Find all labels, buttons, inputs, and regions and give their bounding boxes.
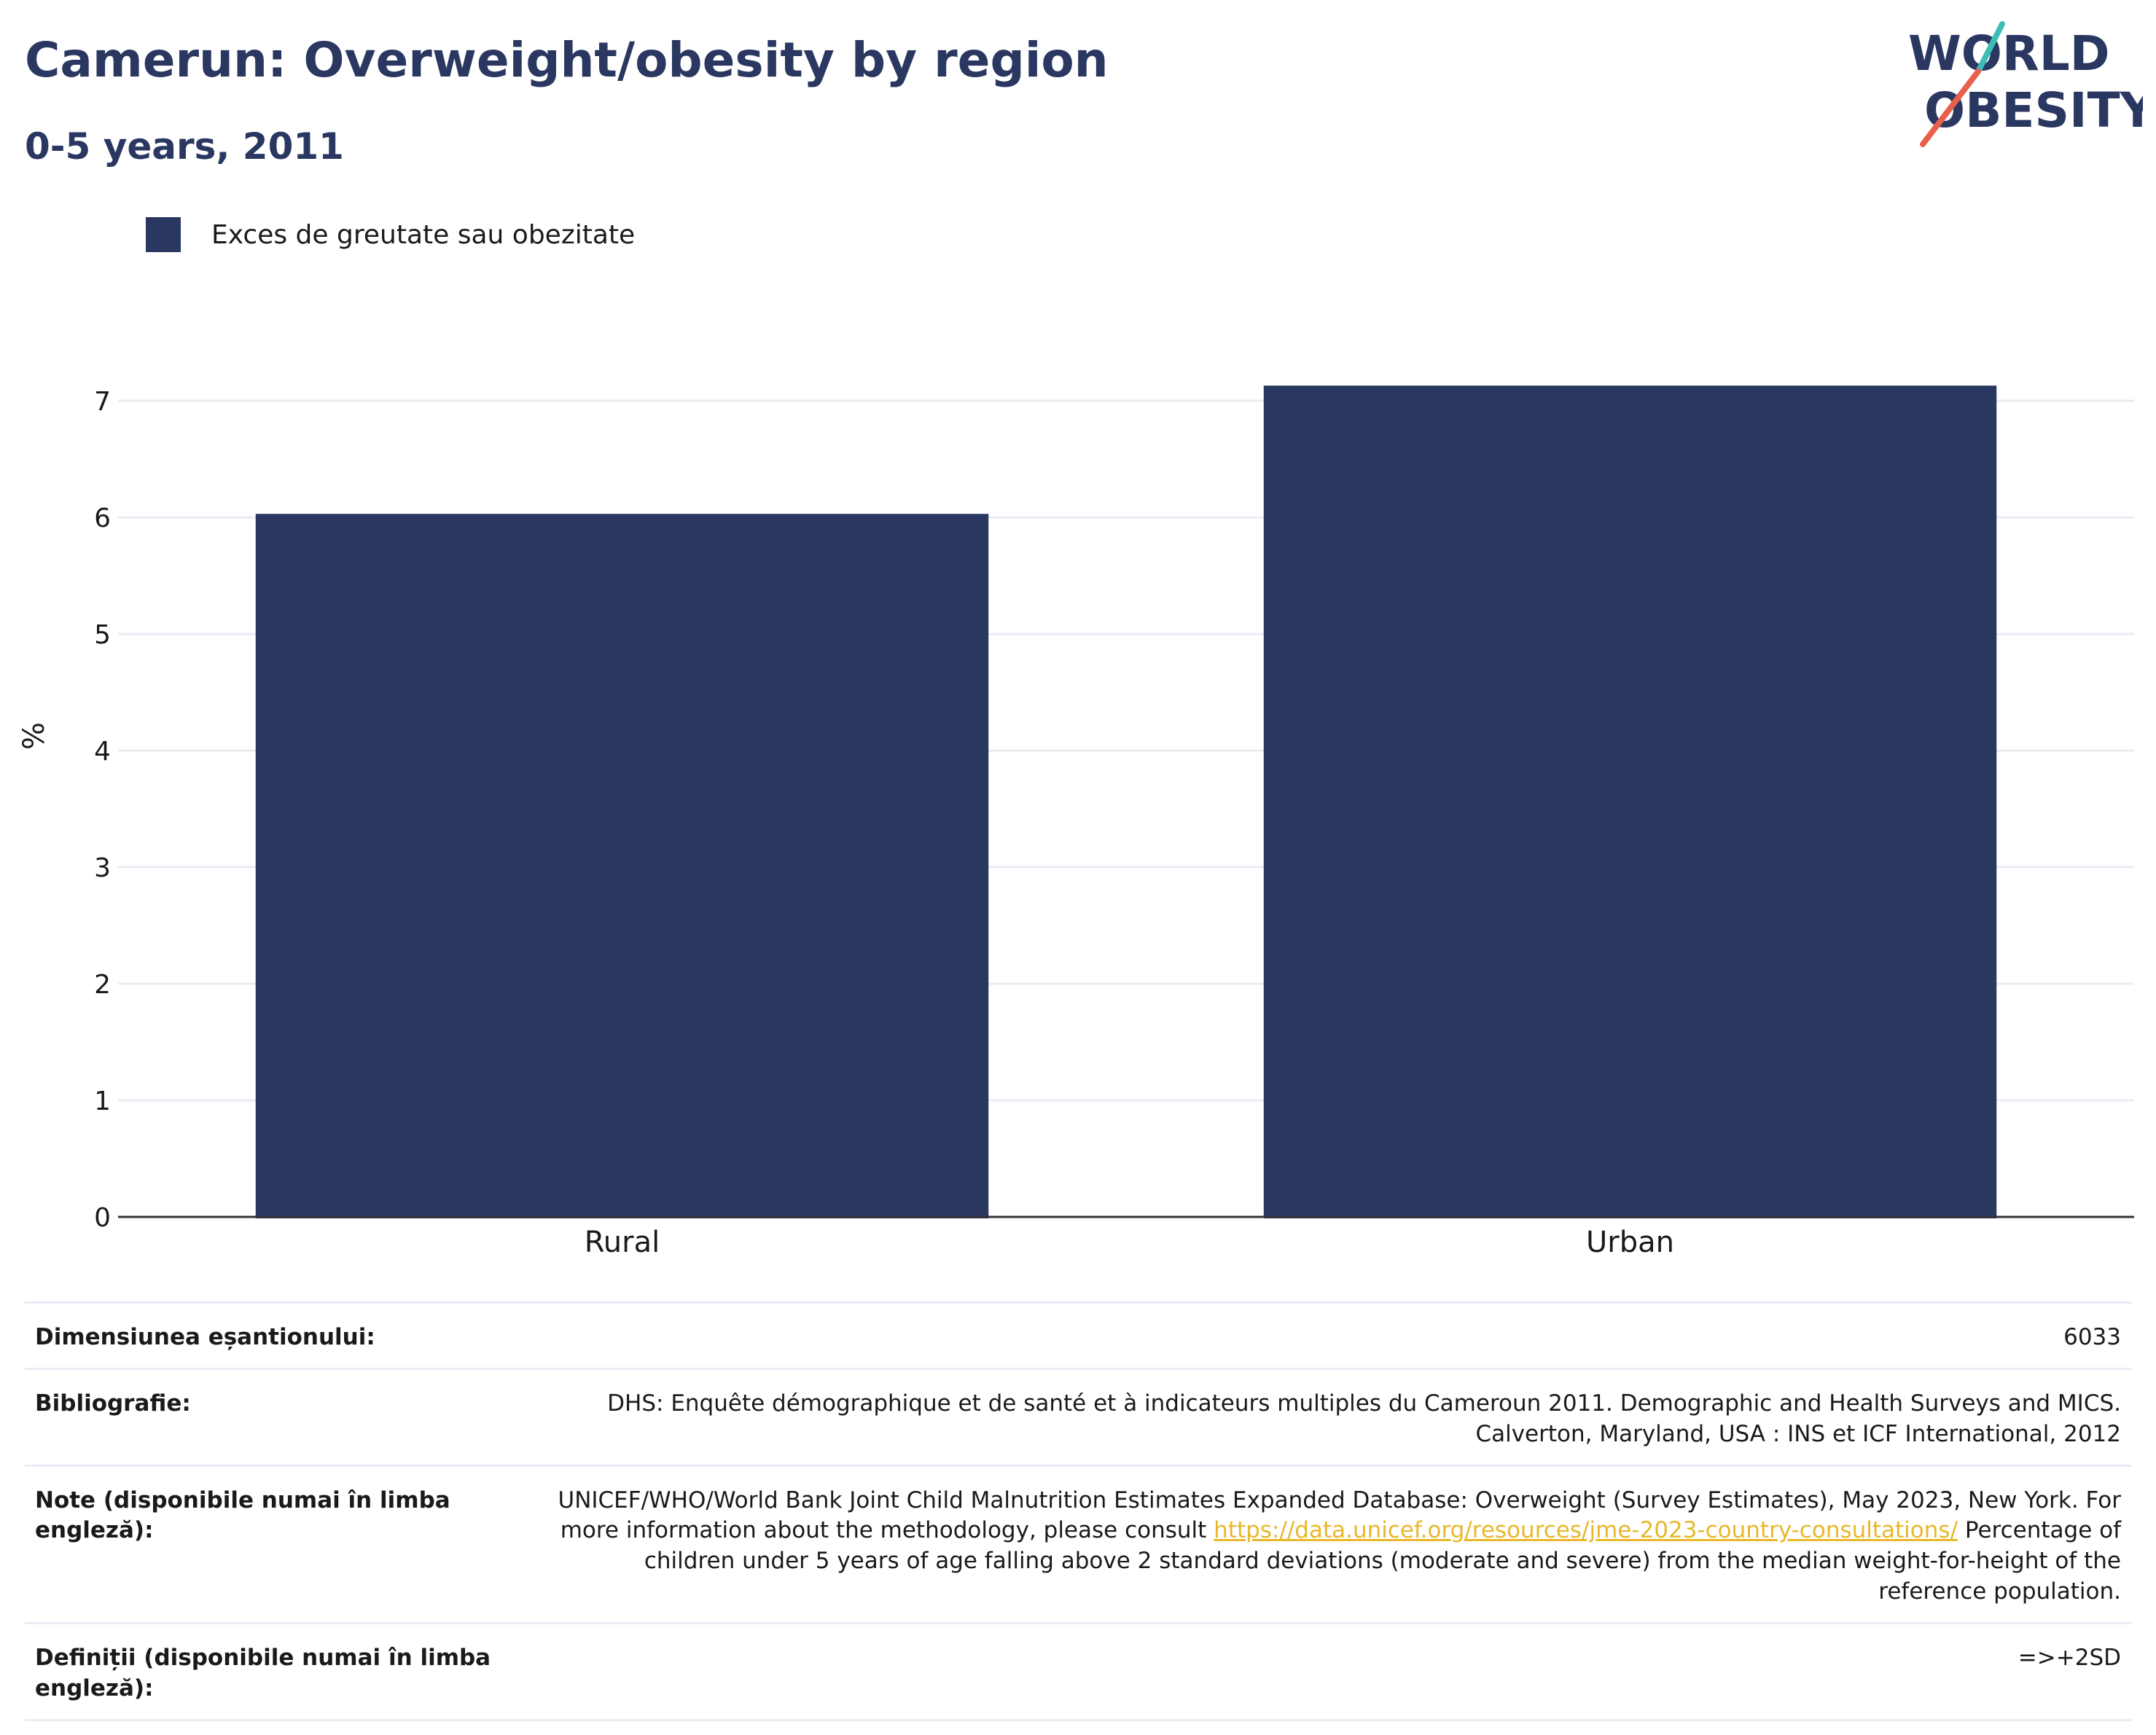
x-tick-label: Rural bbox=[585, 1226, 660, 1259]
info-value: =>+2SD bbox=[526, 1621, 2131, 1721]
info-row-definitions: Definiții (disponibile numai în limba en… bbox=[25, 1621, 2131, 1721]
bar-rural bbox=[255, 514, 989, 1218]
world-obesity-logo: WORLD OBESITY bbox=[1908, 21, 2143, 147]
y-tick-label: 6 bbox=[94, 504, 111, 533]
methodology-link[interactable]: https://data.unicef.org/resources/jme-20… bbox=[1214, 1517, 1958, 1544]
y-tick-label: 4 bbox=[94, 737, 111, 767]
logo-word-world: WORLD bbox=[1908, 26, 2110, 82]
y-tick-label: 1 bbox=[94, 1086, 111, 1116]
notes-text-before: UNICEF/WHO/World Bank Joint Child Malnut… bbox=[558, 1487, 2122, 1544]
bar-chart: 0 1 2 3 4 5 6 7 Rural Urban % bbox=[17, 385, 2134, 1259]
info-row-sample-size: Dimensiunea eșantionului: 6033 bbox=[25, 1301, 2131, 1369]
y-tick-label: 7 bbox=[94, 387, 111, 417]
info-key: Bibliografie: bbox=[25, 1367, 526, 1466]
notes-text-after: Percentage of children under 5 years of … bbox=[644, 1517, 2121, 1605]
chart-legend: Exces de greutate sau obezitate bbox=[146, 217, 635, 252]
legend-label: Exces de greutate sau obezitate bbox=[211, 219, 636, 250]
info-value: UNICEF/WHO/World Bank Joint Child Malnut… bbox=[526, 1464, 2131, 1624]
bars bbox=[255, 385, 1997, 1219]
x-tick-labels: Rural Urban bbox=[585, 1226, 1674, 1259]
y-tick-label: 3 bbox=[94, 853, 111, 883]
y-tick-label: 0 bbox=[94, 1203, 111, 1233]
info-key: Dimensiunea eșantionului: bbox=[25, 1301, 526, 1369]
legend-swatch bbox=[146, 217, 181, 252]
logo-slash-bottom bbox=[1920, 68, 1981, 147]
x-tick-label: Urban bbox=[1586, 1226, 1674, 1259]
info-value: 6033 bbox=[526, 1301, 2131, 1369]
y-tick-label: 5 bbox=[94, 620, 111, 650]
info-key: Note (disponibile numai în limba engleză… bbox=[25, 1464, 526, 1624]
page-title: Camerun: Overweight/obesity by region bbox=[25, 32, 1109, 88]
info-value: DHS: Enquête démographique et de santé e… bbox=[526, 1367, 2131, 1466]
info-table: Dimensiunea eșantionului: 6033 Bibliogra… bbox=[25, 1301, 2131, 1721]
y-tick-labels: 0 1 2 3 4 5 6 7 bbox=[94, 387, 111, 1233]
page-subtitle: 0-5 years, 2011 bbox=[25, 125, 344, 168]
logo-slash-top bbox=[1975, 21, 2005, 74]
y-axis-label: % bbox=[17, 722, 51, 750]
y-tick-label: 2 bbox=[94, 970, 111, 1000]
info-row-notes: Note (disponibile numai în limba engleză… bbox=[25, 1464, 2131, 1624]
bar-urban bbox=[1263, 385, 1997, 1219]
info-key: Definiții (disponibile numai în limba en… bbox=[25, 1621, 526, 1721]
info-row-bibliography: Bibliografie: DHS: Enquête démographique… bbox=[25, 1367, 2131, 1466]
